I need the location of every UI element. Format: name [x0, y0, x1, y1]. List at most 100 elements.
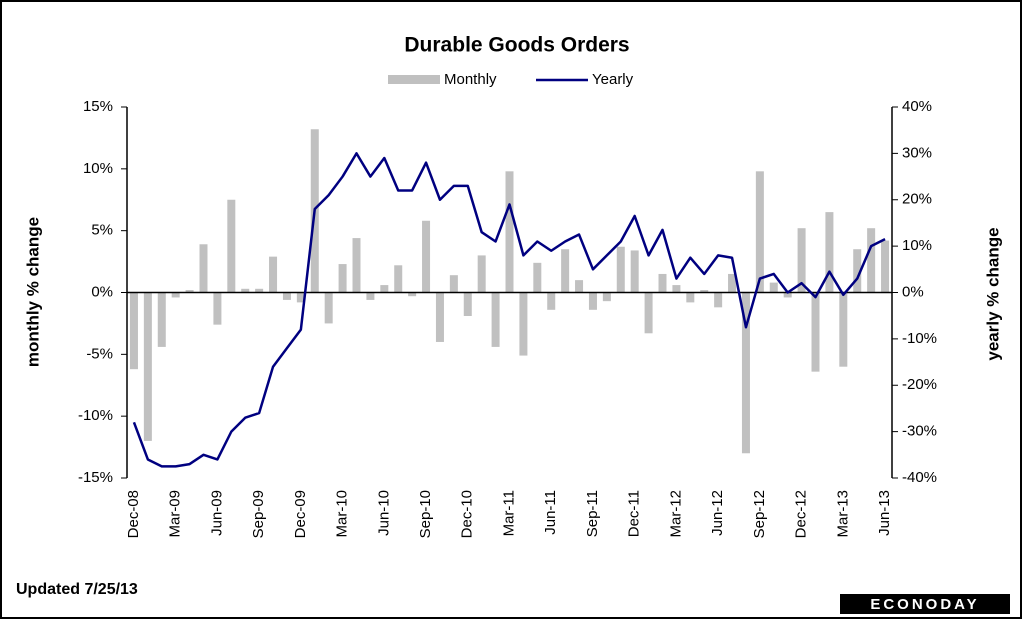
bar: [241, 288, 250, 293]
y2-tick-label: 30%: [902, 144, 932, 161]
legend-swatch: [388, 75, 440, 84]
bar: [644, 292, 653, 334]
x-tick-label: Jun-10: [375, 490, 392, 536]
bar: [338, 264, 347, 293]
bar: [282, 292, 291, 300]
bar: [324, 292, 333, 324]
bar: [575, 280, 584, 293]
x-tick-label: Jun-13: [876, 490, 893, 536]
y2-tick-label: 0%: [902, 283, 924, 300]
x-tick-label: Sep-09: [250, 490, 267, 538]
y2-tick-label: -10%: [902, 330, 937, 347]
bar: [561, 249, 570, 293]
bar: [227, 199, 236, 293]
bar: [422, 220, 431, 293]
x-tick-label: Dec-12: [793, 490, 810, 538]
bar: [811, 292, 820, 372]
x-tick-label: Mar-13: [834, 490, 851, 538]
x-tick-label: Jun-12: [709, 490, 726, 536]
bar: [533, 262, 542, 293]
bar: [519, 292, 528, 356]
y-tick-label: -5%: [86, 345, 113, 362]
bar: [714, 292, 723, 308]
bar: [881, 240, 890, 293]
bar: [394, 265, 403, 293]
bar: [143, 292, 152, 441]
y-tick-label: 15%: [83, 98, 113, 115]
bar: [255, 288, 264, 293]
bar: [352, 238, 361, 293]
bar: [700, 290, 709, 293]
bar: [380, 285, 389, 293]
bar: [491, 292, 500, 347]
bar: [839, 292, 848, 367]
bar: [686, 292, 695, 303]
bar: [867, 228, 876, 293]
bar: [825, 212, 834, 293]
bar: [602, 292, 611, 302]
y-tick-label: 0%: [91, 283, 113, 300]
x-tick-label: Mar-10: [334, 490, 351, 538]
bar: [728, 273, 737, 293]
bar: [547, 292, 556, 310]
x-tick-label: Sep-11: [584, 490, 601, 537]
x-tick-label: Sep-12: [751, 490, 768, 538]
bar: [853, 249, 862, 293]
bar: [366, 292, 375, 300]
logo: ECONODAY: [870, 596, 979, 613]
bar: [408, 292, 417, 297]
y2-tick-label: 40%: [902, 98, 932, 115]
x-tick-label: Dec-10: [459, 490, 476, 538]
logo-box: [840, 594, 1010, 614]
bar: [463, 292, 472, 316]
bar: [630, 250, 639, 293]
bar: [199, 244, 208, 293]
y-tick-label: 10%: [83, 160, 113, 177]
y2-axis-title: yearly % change: [983, 227, 1002, 360]
y-tick-label: -15%: [78, 469, 113, 486]
bar: [171, 292, 180, 298]
y2-tick-label: 20%: [902, 191, 932, 208]
note: Updated 7/25/13: [16, 581, 138, 598]
bar: [672, 285, 681, 293]
bar: [213, 292, 222, 325]
y2-tick-label: 10%: [902, 237, 932, 254]
bar: [741, 292, 750, 454]
bar: [129, 292, 138, 370]
bar: [449, 275, 458, 293]
bar: [769, 282, 778, 293]
x-tick-label: Dec-08: [125, 490, 142, 538]
y-tick-label: 5%: [91, 222, 113, 239]
chart-title: Durable Goods Orders: [404, 34, 629, 57]
bar: [616, 246, 625, 293]
bar: [435, 292, 444, 342]
x-tick-label: Dec-11: [626, 490, 643, 537]
bar: [588, 292, 597, 310]
y-tick-label: -10%: [78, 407, 113, 424]
bar: [157, 292, 166, 347]
y2-tick-label: -20%: [902, 376, 937, 393]
bar: [296, 292, 305, 303]
bar: [505, 171, 514, 293]
bar: [783, 292, 792, 298]
bar: [269, 256, 278, 293]
line: [132, 152, 886, 468]
legend-label: Monthly: [444, 71, 497, 88]
x-tick-label: Jun-09: [208, 490, 225, 536]
bar: [658, 273, 667, 293]
x-tick-label: Mar-09: [167, 490, 184, 538]
x-tick-label: Mar-12: [667, 490, 684, 538]
x-tick-label: Mar-11: [500, 490, 517, 536]
legend-label: Yearly: [592, 71, 634, 88]
y-axis-title: monthly % change: [23, 217, 42, 367]
bar: [797, 228, 806, 293]
bar: [477, 255, 486, 293]
y2-tick-label: -30%: [902, 423, 937, 440]
x-tick-label: Sep-10: [417, 490, 434, 538]
bar: [755, 171, 764, 293]
y2-tick-label: -40%: [902, 469, 937, 486]
x-tick-label: Jun-11: [542, 490, 559, 535]
x-tick-label: Dec-09: [292, 490, 309, 538]
